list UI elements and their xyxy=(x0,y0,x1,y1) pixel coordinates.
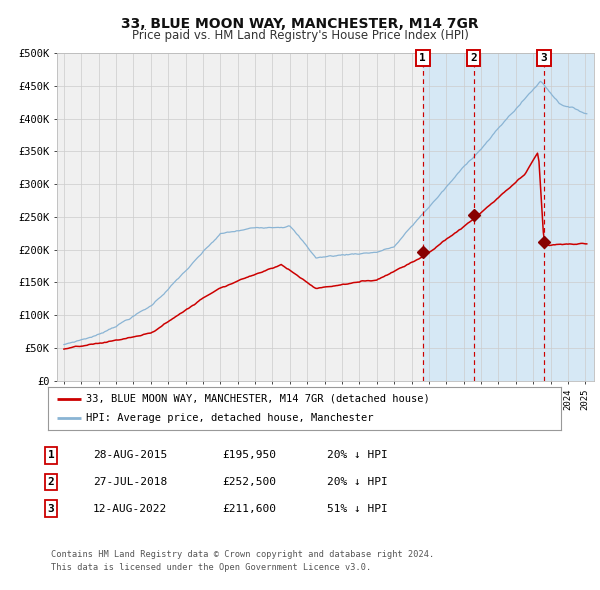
Text: £252,500: £252,500 xyxy=(222,477,276,487)
Text: 51% ↓ HPI: 51% ↓ HPI xyxy=(327,504,388,513)
Bar xyxy=(473,53,600,381)
Bar xyxy=(423,53,473,381)
Text: HPI: Average price, detached house, Manchester: HPI: Average price, detached house, Manc… xyxy=(86,413,374,423)
Text: 3: 3 xyxy=(541,53,547,63)
Text: Contains HM Land Registry data © Crown copyright and database right 2024.: Contains HM Land Registry data © Crown c… xyxy=(51,550,434,559)
Text: 2: 2 xyxy=(47,477,55,487)
Text: 20% ↓ HPI: 20% ↓ HPI xyxy=(327,451,388,460)
Text: 33, BLUE MOON WAY, MANCHESTER, M14 7GR (detached house): 33, BLUE MOON WAY, MANCHESTER, M14 7GR (… xyxy=(86,394,430,404)
Text: £195,950: £195,950 xyxy=(222,451,276,460)
Text: £211,600: £211,600 xyxy=(222,504,276,513)
Text: 33, BLUE MOON WAY, MANCHESTER, M14 7GR: 33, BLUE MOON WAY, MANCHESTER, M14 7GR xyxy=(121,17,479,31)
Text: 1: 1 xyxy=(47,451,55,460)
Text: 2: 2 xyxy=(470,53,477,63)
Text: 3: 3 xyxy=(47,504,55,513)
Text: Price paid vs. HM Land Registry's House Price Index (HPI): Price paid vs. HM Land Registry's House … xyxy=(131,30,469,42)
Text: 28-AUG-2015: 28-AUG-2015 xyxy=(93,451,167,460)
Text: This data is licensed under the Open Government Licence v3.0.: This data is licensed under the Open Gov… xyxy=(51,563,371,572)
Text: 1: 1 xyxy=(419,53,426,63)
Text: 12-AUG-2022: 12-AUG-2022 xyxy=(93,504,167,513)
Text: 27-JUL-2018: 27-JUL-2018 xyxy=(93,477,167,487)
Text: 20% ↓ HPI: 20% ↓ HPI xyxy=(327,477,388,487)
